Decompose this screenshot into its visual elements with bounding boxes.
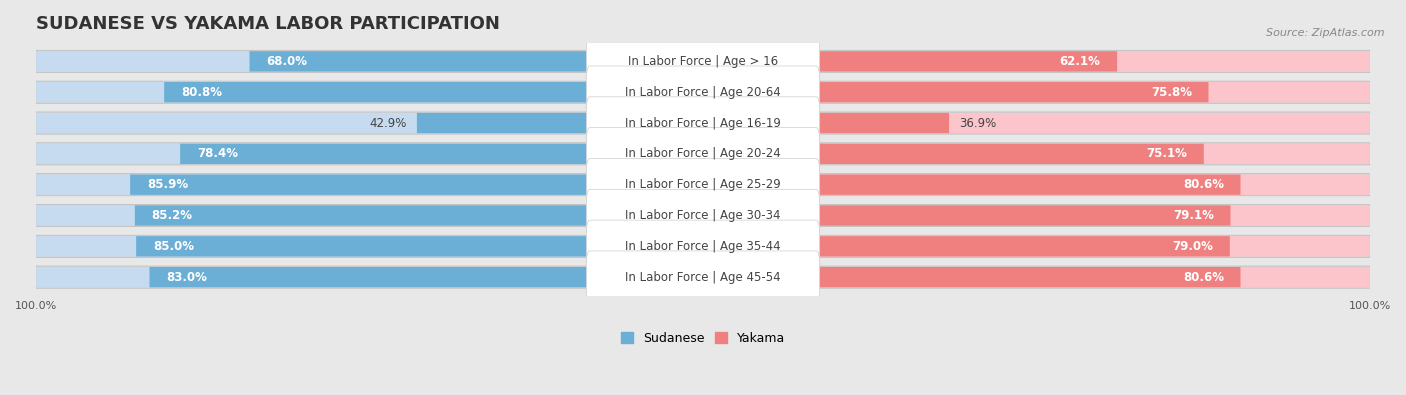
Text: Source: ZipAtlas.com: Source: ZipAtlas.com — [1267, 28, 1385, 38]
FancyBboxPatch shape — [703, 236, 1230, 256]
Text: In Labor Force | Age 16-19: In Labor Force | Age 16-19 — [626, 117, 780, 130]
FancyBboxPatch shape — [37, 82, 703, 102]
Text: 79.1%: 79.1% — [1173, 209, 1213, 222]
Text: 75.1%: 75.1% — [1146, 147, 1187, 160]
FancyBboxPatch shape — [703, 82, 1209, 102]
FancyBboxPatch shape — [37, 205, 703, 226]
Text: SUDANESE VS YAKAMA LABOR PARTICIPATION: SUDANESE VS YAKAMA LABOR PARTICIPATION — [37, 15, 501, 33]
Text: 36.9%: 36.9% — [959, 117, 997, 130]
Text: 80.6%: 80.6% — [1182, 271, 1223, 284]
Text: 85.0%: 85.0% — [153, 240, 194, 253]
Text: 42.9%: 42.9% — [370, 117, 406, 130]
FancyBboxPatch shape — [586, 189, 820, 242]
FancyBboxPatch shape — [37, 51, 703, 71]
Text: 80.8%: 80.8% — [181, 86, 222, 99]
FancyBboxPatch shape — [135, 205, 703, 226]
FancyBboxPatch shape — [703, 267, 1240, 287]
FancyBboxPatch shape — [37, 266, 1369, 288]
FancyBboxPatch shape — [703, 144, 1204, 164]
FancyBboxPatch shape — [703, 51, 1369, 71]
FancyBboxPatch shape — [586, 158, 820, 211]
Text: 85.2%: 85.2% — [152, 209, 193, 222]
Text: In Labor Force | Age 25-29: In Labor Force | Age 25-29 — [626, 178, 780, 191]
FancyBboxPatch shape — [703, 51, 1118, 71]
Text: In Labor Force | Age 20-24: In Labor Force | Age 20-24 — [626, 147, 780, 160]
Legend: Sudanese, Yakama: Sudanese, Yakama — [620, 332, 786, 345]
FancyBboxPatch shape — [37, 113, 703, 133]
FancyBboxPatch shape — [586, 35, 820, 88]
FancyBboxPatch shape — [37, 175, 703, 195]
FancyBboxPatch shape — [703, 175, 1240, 195]
Text: 62.1%: 62.1% — [1060, 55, 1101, 68]
FancyBboxPatch shape — [703, 205, 1230, 226]
Text: 78.4%: 78.4% — [197, 147, 238, 160]
Text: In Labor Force | Age 35-44: In Labor Force | Age 35-44 — [626, 240, 780, 253]
FancyBboxPatch shape — [37, 236, 703, 256]
FancyBboxPatch shape — [703, 144, 1369, 164]
FancyBboxPatch shape — [37, 235, 1369, 258]
FancyBboxPatch shape — [37, 143, 1369, 165]
FancyBboxPatch shape — [418, 113, 703, 133]
FancyBboxPatch shape — [703, 205, 1369, 226]
FancyBboxPatch shape — [249, 51, 703, 71]
Text: In Labor Force | Age > 16: In Labor Force | Age > 16 — [628, 55, 778, 68]
FancyBboxPatch shape — [586, 251, 820, 303]
FancyBboxPatch shape — [37, 144, 703, 164]
FancyBboxPatch shape — [586, 66, 820, 118]
Text: 75.8%: 75.8% — [1152, 86, 1192, 99]
Text: 83.0%: 83.0% — [166, 271, 207, 284]
FancyBboxPatch shape — [37, 112, 1369, 134]
Text: 85.9%: 85.9% — [146, 178, 188, 191]
Text: 80.6%: 80.6% — [1182, 178, 1223, 191]
Text: 68.0%: 68.0% — [266, 55, 307, 68]
Text: In Labor Force | Age 30-34: In Labor Force | Age 30-34 — [626, 209, 780, 222]
FancyBboxPatch shape — [136, 236, 703, 256]
FancyBboxPatch shape — [703, 236, 1369, 256]
FancyBboxPatch shape — [149, 267, 703, 287]
Text: In Labor Force | Age 20-64: In Labor Force | Age 20-64 — [626, 86, 780, 99]
Text: 79.0%: 79.0% — [1173, 240, 1213, 253]
FancyBboxPatch shape — [586, 220, 820, 273]
Text: In Labor Force | Age 45-54: In Labor Force | Age 45-54 — [626, 271, 780, 284]
FancyBboxPatch shape — [703, 113, 1369, 133]
FancyBboxPatch shape — [586, 97, 820, 149]
FancyBboxPatch shape — [703, 267, 1369, 287]
FancyBboxPatch shape — [37, 81, 1369, 103]
FancyBboxPatch shape — [37, 204, 1369, 227]
FancyBboxPatch shape — [703, 82, 1369, 102]
FancyBboxPatch shape — [586, 128, 820, 180]
FancyBboxPatch shape — [703, 113, 949, 133]
FancyBboxPatch shape — [37, 267, 703, 287]
FancyBboxPatch shape — [703, 175, 1369, 195]
FancyBboxPatch shape — [131, 175, 703, 195]
FancyBboxPatch shape — [180, 144, 703, 164]
FancyBboxPatch shape — [37, 173, 1369, 196]
FancyBboxPatch shape — [37, 50, 1369, 72]
FancyBboxPatch shape — [165, 82, 703, 102]
